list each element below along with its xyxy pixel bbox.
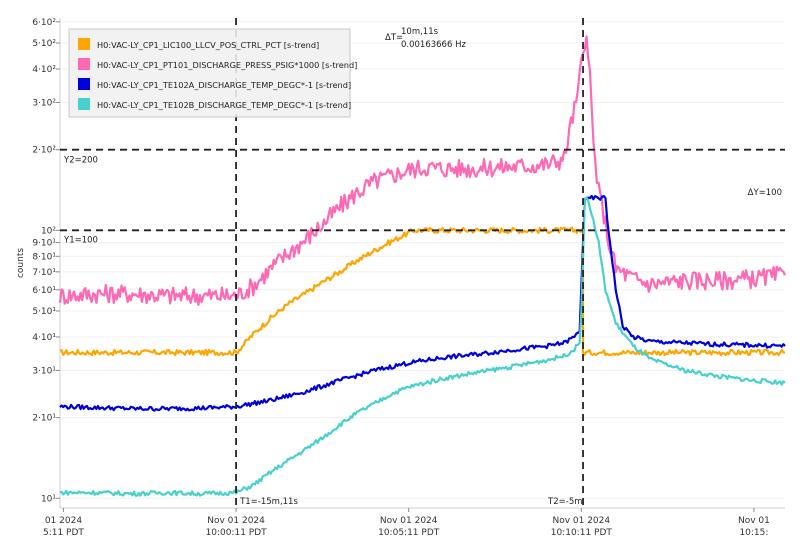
x-tick-label-date: Nov 01 2024	[380, 516, 438, 526]
t1-cursor-label: T1=-15m,11s	[239, 497, 298, 507]
legend-swatch	[78, 78, 90, 90]
y-axis-label: counts	[16, 248, 26, 278]
y-tick-label: 4·10²	[32, 65, 56, 75]
y-tick-label: 5·10²	[32, 39, 56, 49]
x-tick-label-date: Nov 01 2024	[207, 516, 265, 526]
legend-entry-label: H0:VAC-LY_CP1_LIC100_LLCV_POS_CTRL_PCT […	[97, 40, 319, 50]
legend-entry-label: H0:VAC-LY_CP1_TE102B_DISCHARGE_TEMP_DEGC…	[97, 100, 351, 110]
y-tick-label: 3·10²	[32, 98, 56, 108]
series-line-4	[59, 196, 786, 497]
legend-swatch	[78, 58, 90, 70]
series-line-3	[59, 194, 786, 412]
y-tick-label: 6·10²	[32, 18, 56, 28]
x-tick-label-date: Nov 01 2024	[552, 516, 610, 526]
legend-swatch	[78, 38, 90, 50]
y-tick-label: 6·10¹	[32, 286, 56, 296]
x-tick-label-time: 5:11 PDT	[43, 528, 84, 538]
x-tick-label-time: 10:10:11 PDT	[551, 528, 613, 538]
y1-cursor-label: Y1=100	[63, 235, 98, 245]
x-tick-label-time: 10:00:11 PDT	[206, 528, 268, 538]
y-tick-label: 9·10¹	[32, 239, 56, 249]
series-line-1	[59, 226, 786, 357]
x-tick-label-time: 10:05:11 PDT	[378, 528, 440, 538]
x-tick-label-date: Nov 01	[738, 516, 770, 526]
y-tick-label: 4·10¹	[32, 333, 56, 343]
delta-t-label: ΔT=	[385, 33, 403, 43]
x-tick-label-date: 01 2024	[45, 516, 82, 526]
legend: H0:VAC-LY_CP1_LIC100_LLCV_POS_CTRL_PCT […	[68, 28, 357, 118]
legend-swatch	[78, 98, 90, 110]
y-tick-label: 2·10²	[32, 146, 56, 156]
y-tick-label: 5·10¹	[32, 307, 56, 317]
y-tick-label: 7·10¹	[32, 268, 56, 278]
legend-entry-label: H0:VAC-LY_CP1_TE102A_DISCHARGE_TEMP_DEGC…	[97, 80, 351, 90]
series-line-2	[58, 35, 787, 306]
legend-box	[68, 28, 351, 118]
y-tick-label: 10²	[41, 226, 56, 236]
delta-t-frequency: 0.00163666 Hz	[401, 40, 466, 50]
y-tick-label: 10¹	[41, 494, 56, 504]
delta-t-value: 10m,11s	[401, 27, 439, 37]
y-tick-label: 2·10¹	[32, 414, 56, 424]
y2-cursor-label: Y2=200	[63, 156, 98, 166]
y-tick-label: 8·10¹	[32, 252, 56, 262]
series-group	[58, 35, 787, 497]
legend-entry-label: H0:VAC-LY_CP1_PT101_DISCHARGE_PRESS_PSIG…	[97, 60, 357, 70]
delta-y-label: ΔY=100	[748, 188, 782, 198]
cursor-group: T1=-15m,11s T2=-5m Y1=100 Y2=200 ΔT=10m,11s 0…	[60, 18, 785, 508]
t2-cursor-label: T2=-5m	[547, 497, 582, 507]
axes-group: 10¹ 2·10¹ 3·10¹ 4·10¹ 5·10¹ 6·10¹ 7·10¹ 8·10¹ 9·…	[16, 18, 770, 538]
x-tick-label-time: 10:15:	[739, 528, 768, 538]
y-tick-label: 3·10¹	[32, 366, 56, 376]
